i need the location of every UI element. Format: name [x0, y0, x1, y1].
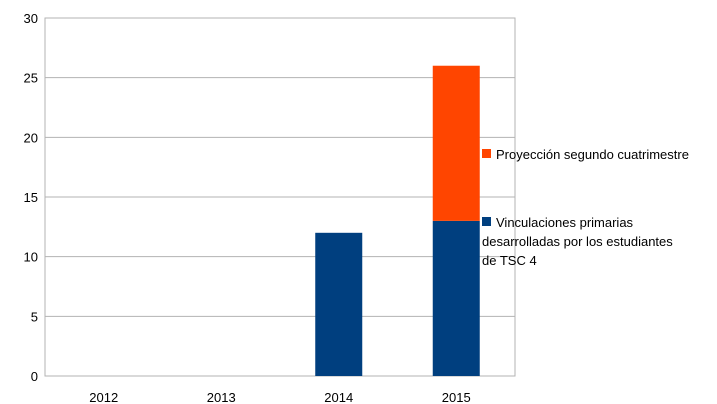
x-tick-label: 2015: [442, 390, 471, 404]
bar-2015-series-0: [432, 220, 480, 376]
y-tick-label: 20: [24, 130, 38, 145]
x-axis-ticks: 2012 2013 2014 2015: [89, 390, 470, 404]
legend-label: desarrolladas por los estudiantes: [482, 234, 673, 249]
legend-label: Vinculaciones primarias: [496, 215, 634, 230]
legend-swatch: [482, 217, 491, 226]
y-tick-label: 10: [24, 250, 38, 265]
bar-2014-series-0: [315, 232, 363, 376]
y-tick-label: 30: [24, 11, 38, 26]
legend-label: de TSC 4: [482, 253, 537, 268]
legend-label: Proyección segundo cuatrimestre: [496, 147, 689, 162]
y-tick-label: 0: [31, 369, 38, 384]
y-tick-label: 15: [24, 190, 38, 205]
bars: [315, 65, 480, 376]
y-axis-ticks: 0 5 10 15 20 25 30: [24, 11, 38, 384]
x-tick-label: 2014: [324, 390, 353, 404]
legend-swatch: [482, 149, 491, 158]
legend: Proyección segundo cuatrimestre Vinculaci…: [482, 147, 689, 268]
x-tick-label: 2012: [89, 390, 118, 404]
y-tick-label: 25: [24, 71, 38, 86]
x-tick-label: 2013: [207, 390, 236, 404]
bar-2015-series-1: [432, 65, 480, 221]
y-tick-label: 5: [31, 309, 38, 324]
